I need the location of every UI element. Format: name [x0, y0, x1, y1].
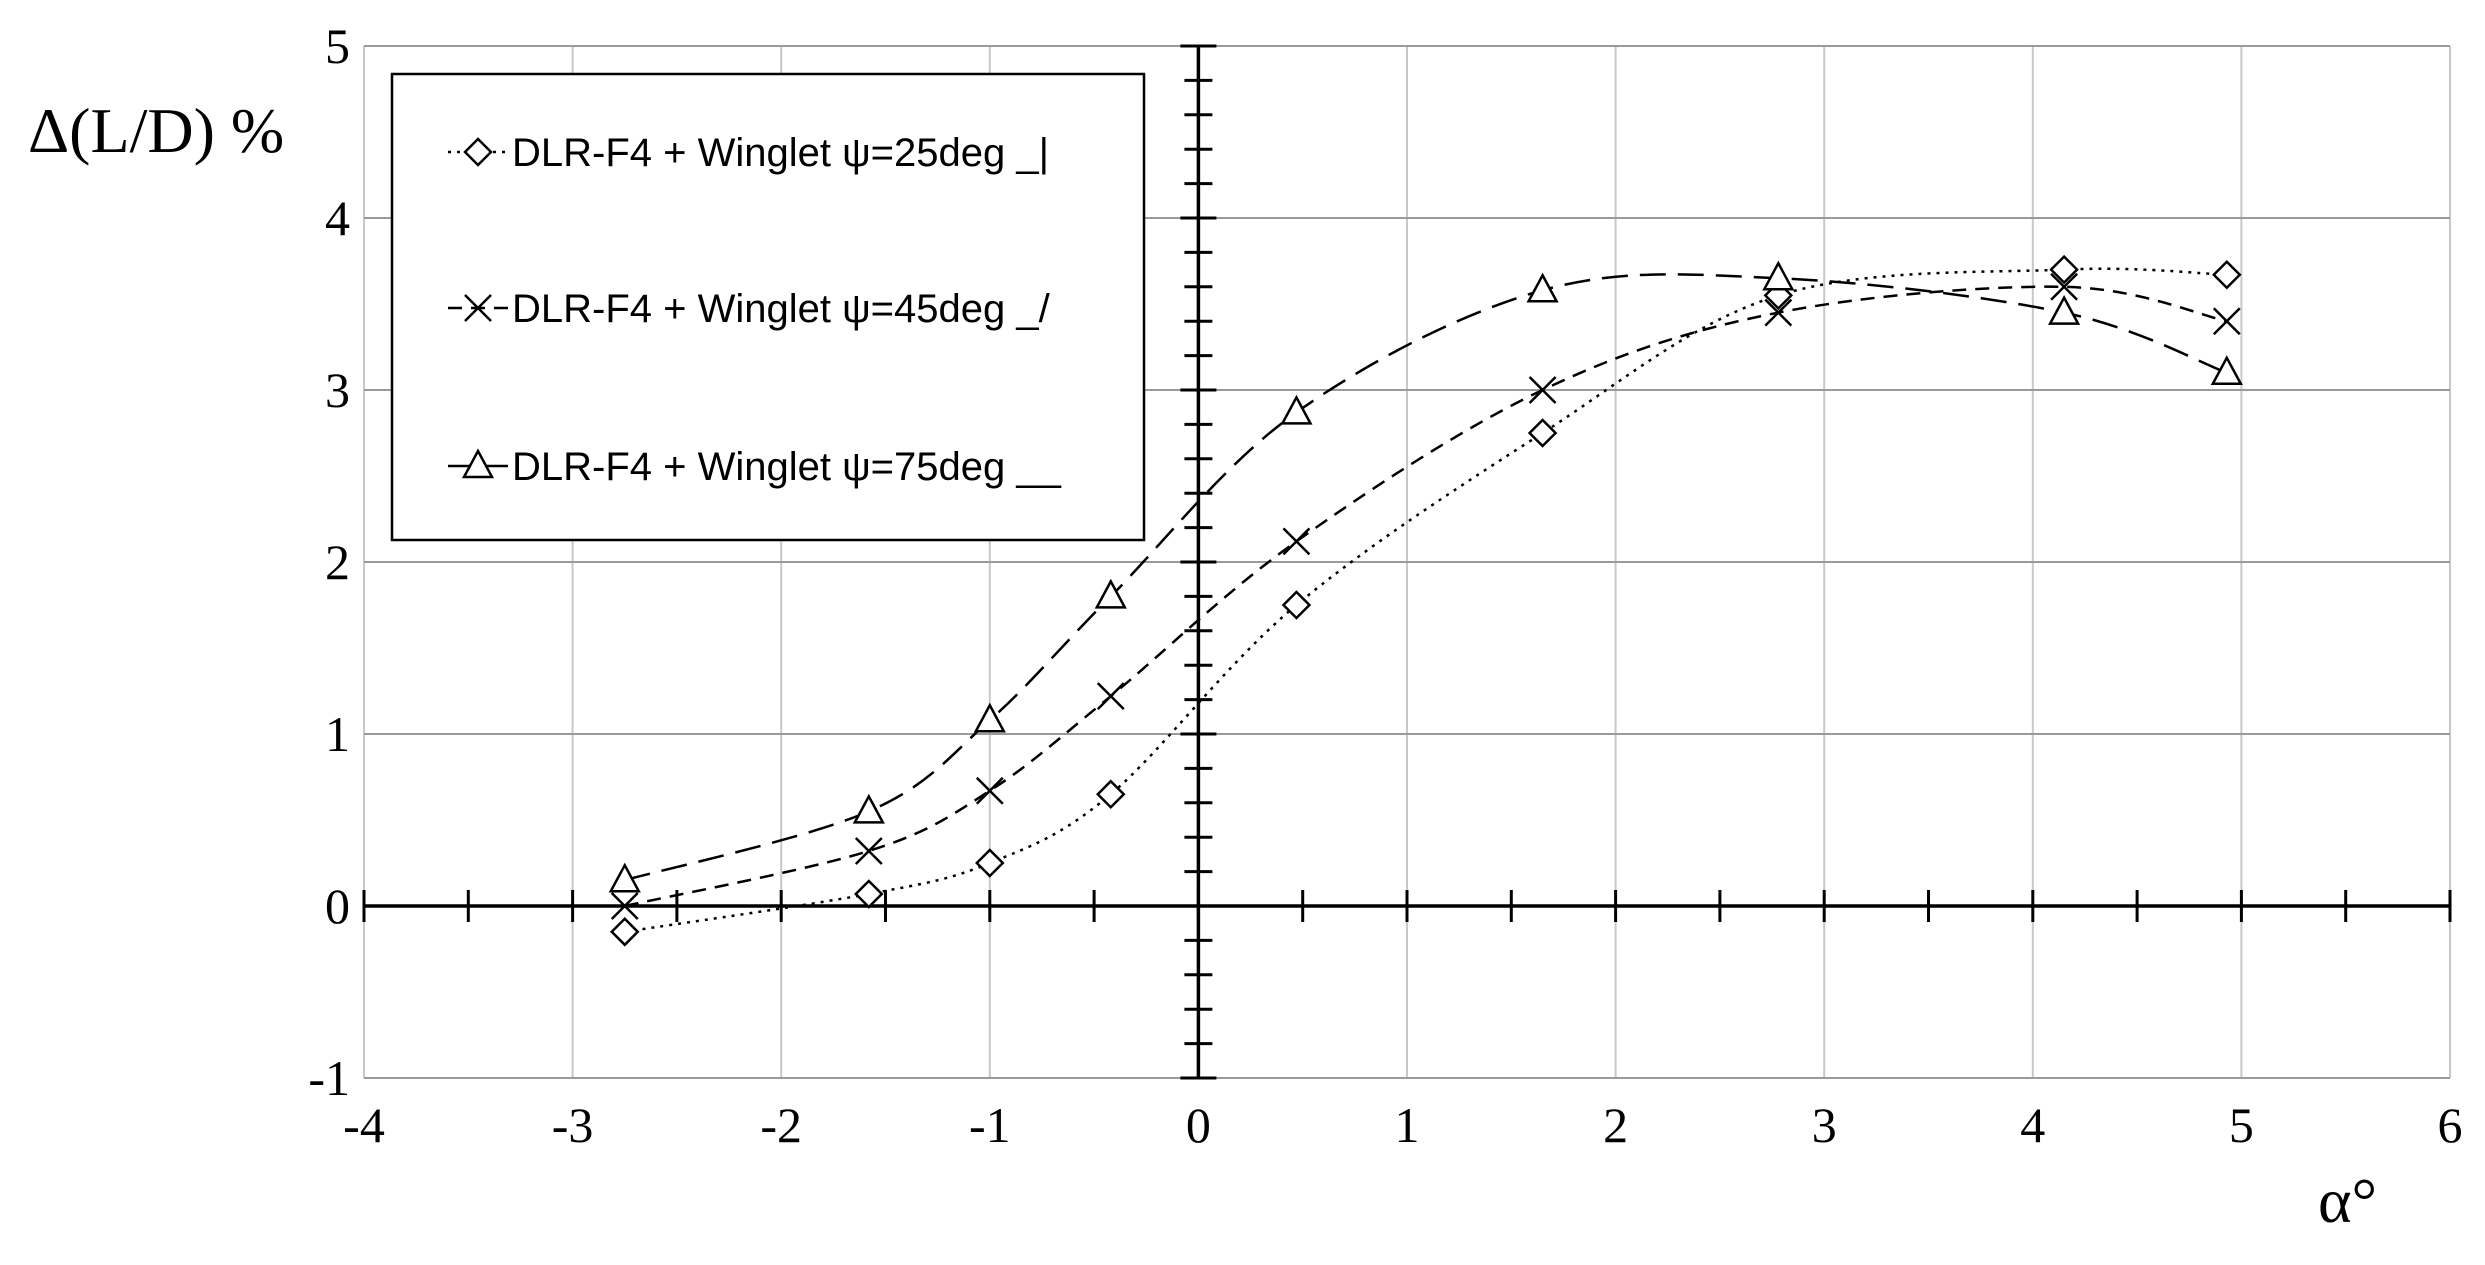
- data-point: [1096, 779, 1126, 809]
- series-line: [624, 273, 2228, 882]
- marker-stroke: [854, 837, 883, 865]
- data-point: [1280, 394, 1313, 425]
- series-layer: [608, 254, 2243, 947]
- y-tick-label: 1: [325, 706, 350, 762]
- data-point: [852, 793, 885, 824]
- legend-marker: [464, 294, 492, 322]
- x-tick-label: -4: [343, 1097, 385, 1153]
- marker-stroke: [1528, 376, 1557, 404]
- data-point: [975, 848, 1005, 878]
- data-point: [2047, 294, 2081, 325]
- data-point: [854, 837, 883, 865]
- x-tick-label: 0: [1186, 1097, 1211, 1153]
- data-point: [973, 702, 1006, 733]
- series-3: [608, 260, 2243, 893]
- series-2: [610, 272, 2241, 920]
- x-tick-label: -2: [760, 1097, 802, 1153]
- marker-stroke: [610, 892, 639, 920]
- marker-stroke: [2050, 272, 2078, 301]
- data-point: [2210, 355, 2243, 386]
- data-point: [1762, 260, 1795, 291]
- x-tick-label: 2: [1603, 1097, 1628, 1153]
- series-1: [609, 254, 2242, 947]
- tick-labels: -4 -3 -2 -1 0 1 2 3 4 5 6 -1 0 1 2 3 4 5: [308, 18, 2462, 1153]
- legend-box: [390, 72, 1146, 542]
- x-tick-label: -3: [552, 1097, 594, 1153]
- y-tick-label: 2: [325, 534, 350, 590]
- data-point: [854, 879, 884, 909]
- data-point: [2049, 254, 2079, 285]
- data-point: [1526, 272, 1559, 303]
- marker-stroke: [1764, 298, 1793, 327]
- data-point: [609, 917, 640, 947]
- legend-entry: DLR-F4 + Winglet ψ=45deg _/: [448, 287, 1051, 331]
- series-line: [624, 285, 2228, 908]
- data-point: [2050, 272, 2078, 301]
- data-point: [1096, 682, 1125, 711]
- legend-entry: DLR-F4 + Winglet ψ=25deg _|: [448, 131, 1049, 175]
- x-tick-label: 3: [1812, 1097, 1837, 1153]
- marker-stroke: [2212, 307, 2241, 336]
- legend-marker: [463, 137, 493, 167]
- data-point: [1282, 527, 1311, 556]
- grid: [363, 45, 2451, 1079]
- y-tick-label: -1: [308, 1050, 350, 1106]
- data-point: [2212, 307, 2241, 336]
- legend: DLR-F4 + Winglet ψ=25deg _| DLR-F4 + Wing…: [390, 72, 1146, 542]
- x-tick-label: 5: [2229, 1097, 2254, 1153]
- legend-label: DLR-F4 + Winglet ψ=75deg __: [512, 445, 1062, 489]
- legend-label: DLR-F4 + Winglet ψ=25deg _|: [512, 131, 1049, 175]
- x-tick-label: 1: [1395, 1097, 1420, 1153]
- marker-stroke: [975, 776, 1004, 805]
- marker-stroke: [464, 294, 492, 322]
- y-tick-label: 4: [325, 190, 350, 246]
- y-tick-label: 3: [325, 362, 350, 418]
- y-axis-title: Δ(L/D) %: [28, 95, 284, 166]
- data-point: [1764, 298, 1793, 327]
- x-tick-label: 4: [2020, 1097, 2045, 1153]
- y-tick-label: 0: [325, 878, 350, 934]
- data-point: [1094, 578, 1127, 609]
- data-point: [608, 862, 641, 893]
- data-point: [975, 776, 1004, 805]
- axes: [362, 44, 2452, 1080]
- data-point: [610, 892, 639, 920]
- marker-stroke: [1282, 527, 1311, 556]
- legend-label: DLR-F4 + Winglet ψ=45deg _/: [512, 287, 1051, 331]
- series-line: [624, 267, 2227, 934]
- marker-stroke: [1096, 682, 1125, 711]
- data-point: [1281, 590, 1312, 620]
- x-tick-label: 6: [2438, 1097, 2463, 1153]
- data-point: [1527, 418, 1558, 448]
- y-tick-label: 5: [325, 18, 350, 74]
- data-point: [1528, 376, 1557, 404]
- x-axis-title: α°: [2318, 1165, 2377, 1236]
- legend-marker: [461, 448, 495, 479]
- data-point: [2212, 259, 2242, 290]
- x-tick-label: -1: [969, 1097, 1011, 1153]
- legend-entry: DLR-F4 + Winglet ψ=75deg __: [448, 445, 1062, 489]
